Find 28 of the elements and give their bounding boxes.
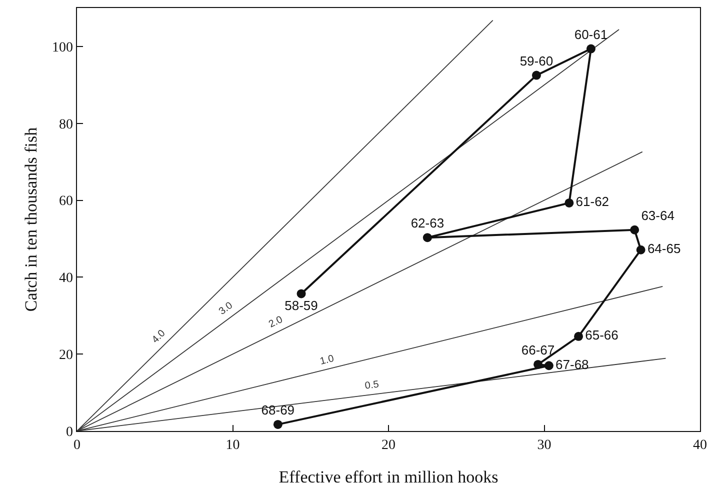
y-tick-label: 40 [59, 271, 74, 286]
text: 2.0 [267, 314, 285, 330]
data-label: 64-65 [647, 241, 681, 256]
x-tick-label: 10 [226, 438, 240, 453]
x-tick-label: 20 [382, 438, 396, 453]
y-axis-title: Catch in ten thousands fish [22, 126, 41, 312]
y-tick-label: 100 [52, 40, 74, 56]
x-tick-label: 40 [693, 438, 707, 453]
text: 3.0 [217, 300, 236, 318]
data-label: 68-69 [261, 402, 295, 418]
data-label: 66-67 [521, 342, 555, 358]
x-axis-title: Effective effort in million hooks [278, 467, 498, 486]
text: 0.5 [364, 379, 380, 392]
x-tick-label: 30 [537, 438, 552, 453]
data-label: 60-61 [574, 26, 608, 42]
data-label: 67-68 [556, 356, 589, 372]
y-tick-label: 0 [66, 424, 74, 440]
text: 4.0 [150, 328, 168, 346]
y-tick-label: 80 [59, 117, 74, 132]
data-label: 59-60 [520, 53, 554, 68]
data-label: 58-59 [284, 298, 318, 314]
data-label: 65-66 [585, 328, 618, 343]
data-label: 63-64 [641, 208, 674, 224]
text: 1.0 [318, 353, 336, 368]
y-tick-label: 20 [59, 348, 74, 363]
data-label: 62-63 [410, 216, 444, 231]
y-tick-label: 60 [59, 194, 74, 210]
data-label: 61-62 [576, 194, 610, 210]
